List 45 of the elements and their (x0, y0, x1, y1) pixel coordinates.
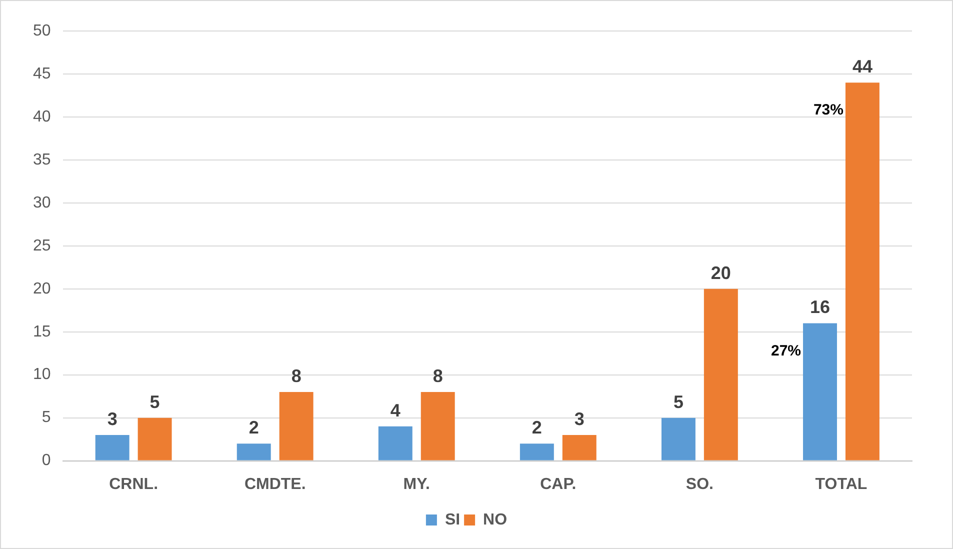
bar (236, 444, 271, 460)
annotation: 27% (770, 342, 802, 360)
bar (95, 435, 130, 460)
x-tick-label: CMDTE. (244, 476, 306, 493)
legend-label: NO (483, 511, 508, 528)
bar (845, 82, 880, 460)
bar (420, 392, 455, 460)
bar (279, 392, 314, 460)
bar (803, 323, 837, 460)
y-tick-label: 20 (33, 280, 51, 298)
bar (562, 435, 596, 460)
data-label: 2 (248, 418, 259, 438)
x-tick-label: CAP. (540, 476, 576, 493)
x-tick-label: SO. (686, 476, 714, 493)
data-label: 8 (432, 366, 443, 386)
x-tick-label: CRNL. (109, 476, 158, 493)
bar (661, 418, 696, 460)
bar (138, 418, 172, 460)
annotation: 73% (813, 102, 844, 119)
data-label: 5 (150, 392, 160, 412)
y-tick-label: 0 (42, 452, 51, 470)
data-label: 8 (291, 366, 302, 386)
y-tick-label: 45 (33, 65, 51, 82)
data-label: 20 (710, 262, 731, 283)
y-tick-label: 50 (33, 22, 51, 40)
y-tick-label: 5 (42, 409, 51, 426)
y-tick-label: 25 (33, 237, 51, 254)
data-label: 16 (810, 297, 830, 318)
data-label: 44 (852, 56, 872, 77)
legend-label: SI (444, 511, 460, 528)
bar (378, 426, 412, 460)
x-tick-label: TOTAL (815, 476, 868, 493)
y-tick-label: 15 (33, 323, 51, 340)
data-label: 3 (107, 408, 118, 429)
x-tick-label: MY. (403, 476, 430, 493)
y-tick-label: 35 (33, 151, 51, 168)
data-label: 3 (574, 408, 584, 429)
bar (520, 444, 554, 460)
y-tick-label: 10 (33, 366, 51, 384)
y-tick-label: 30 (33, 194, 51, 212)
data-label: 2 (532, 418, 542, 438)
data-label: 5 (673, 392, 684, 412)
y-tick-label: 40 (33, 108, 51, 126)
bar (704, 288, 738, 460)
data-label: 4 (390, 400, 400, 420)
